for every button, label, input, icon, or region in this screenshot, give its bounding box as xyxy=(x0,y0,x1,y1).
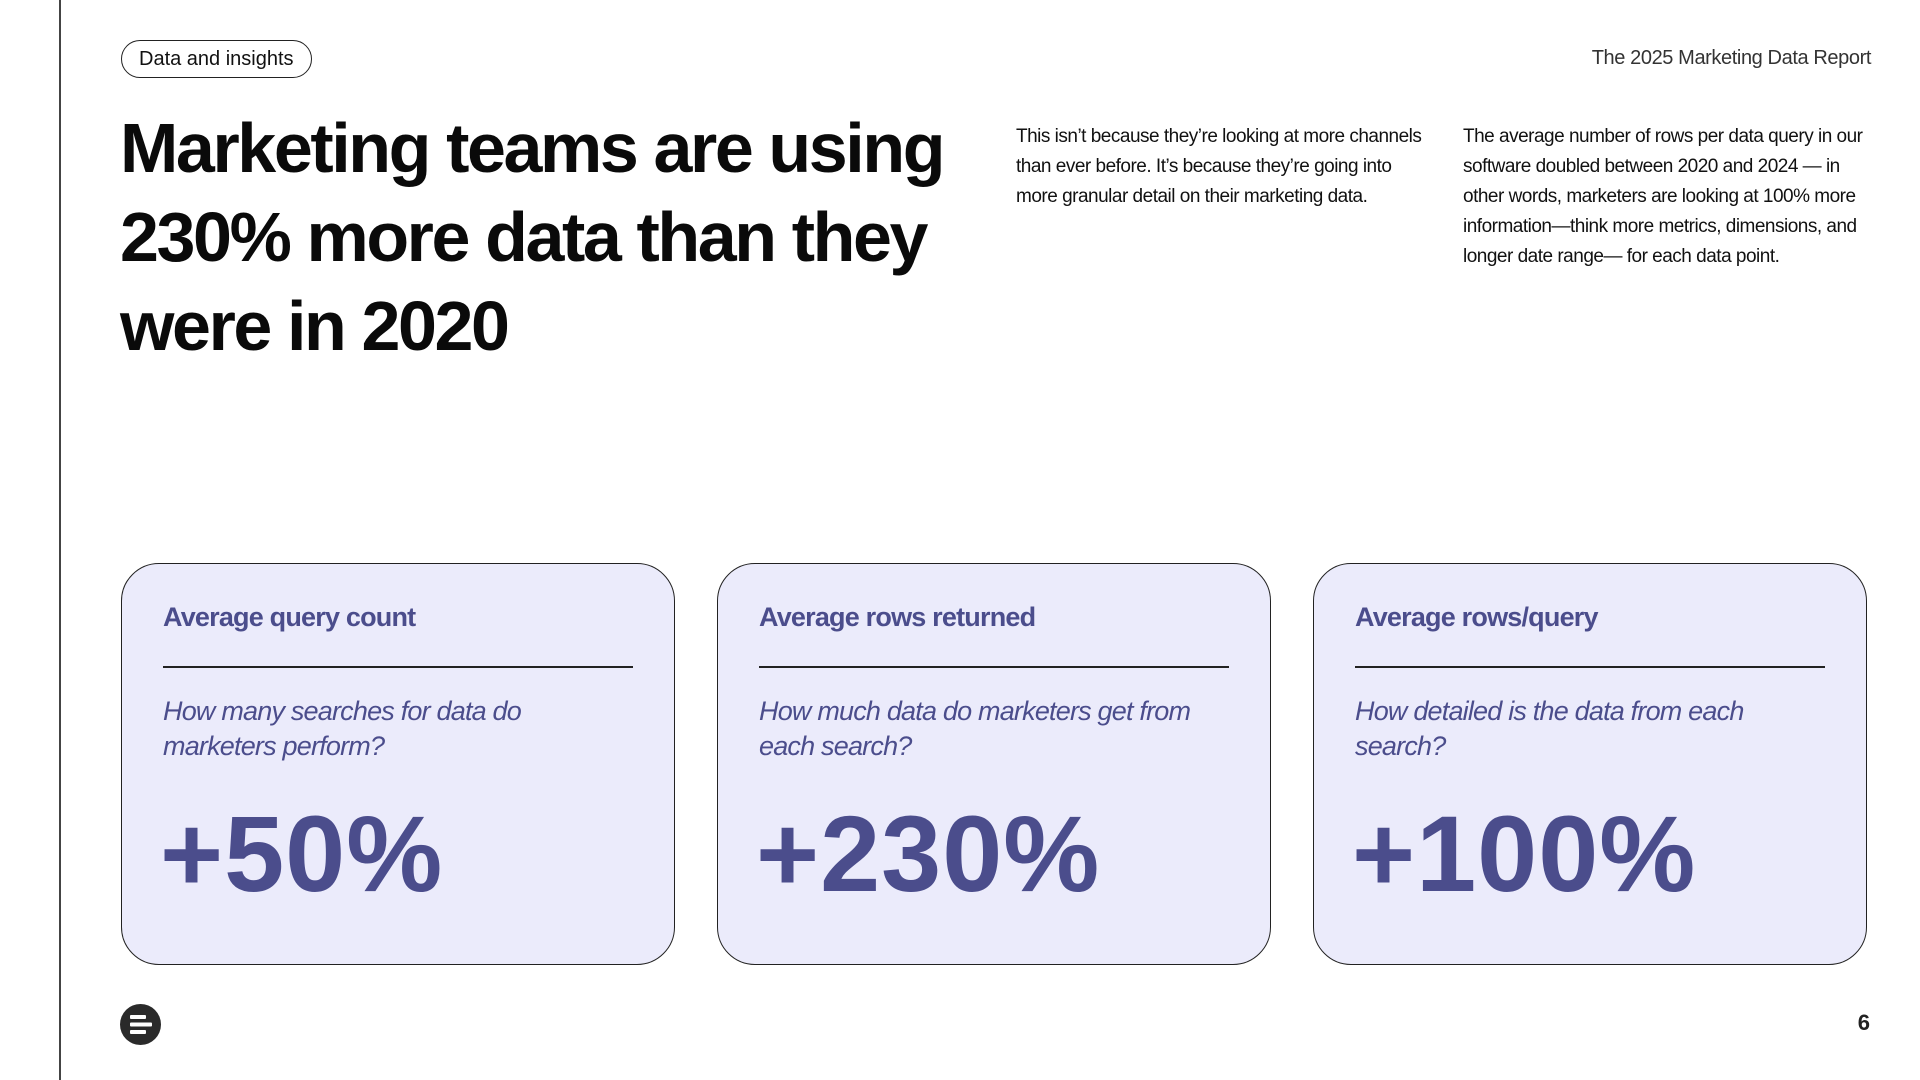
report-title: The 2025 Marketing Data Report xyxy=(1591,47,1872,69)
stat-card-value: +50% xyxy=(160,793,444,914)
page-number: 6 xyxy=(1857,1010,1870,1035)
stat-card-question: How detailed is the data from each searc… xyxy=(1355,696,1744,761)
brand-logo-icon xyxy=(120,1004,161,1045)
stat-card-rows-returned: Average rows returned How much data do m… xyxy=(717,563,1271,965)
intro-paragraph-1: This isn’t because they’re looking at mo… xyxy=(1016,126,1422,207)
stat-card-question: How much data do marketers get from each… xyxy=(759,696,1191,761)
stat-card-value: +100% xyxy=(1352,793,1697,914)
stat-card-title: Average query count xyxy=(163,602,416,632)
card-divider xyxy=(1355,666,1825,668)
left-margin-rule xyxy=(59,0,61,1080)
stat-card-rows-per-query: Average rows/query How detailed is the d… xyxy=(1313,563,1867,965)
stat-card-title: Average rows returned xyxy=(759,602,1036,632)
stat-card-question: How many searches for data do marketers … xyxy=(163,696,522,761)
card-divider xyxy=(759,666,1229,668)
stat-card-value: +230% xyxy=(756,793,1101,914)
stat-card-title: Average rows/query xyxy=(1355,602,1599,632)
card-divider xyxy=(163,666,633,668)
page-headline: Marketing teams are using 230% more data… xyxy=(120,109,945,365)
section-tag: Data and insights xyxy=(121,40,312,78)
stat-card-query-count: Average query count How many searches fo… xyxy=(121,563,675,965)
intro-paragraph-2: The average number of rows per data quer… xyxy=(1463,126,1863,267)
